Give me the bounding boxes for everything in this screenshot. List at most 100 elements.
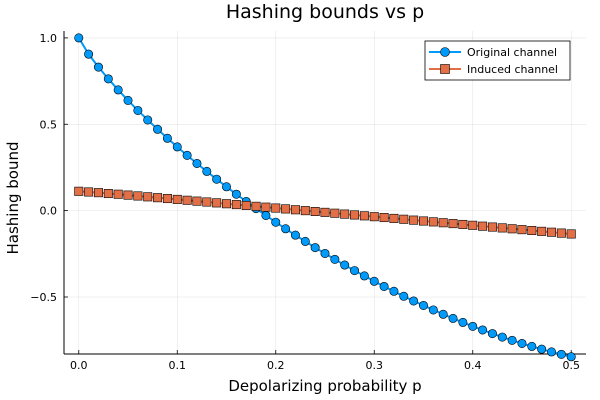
data-point xyxy=(340,209,350,219)
data-point xyxy=(251,201,261,211)
data-point xyxy=(448,219,458,229)
legend: Original channel Induced channel xyxy=(424,40,571,81)
data-point xyxy=(182,195,192,205)
data-point xyxy=(162,133,172,143)
data-point xyxy=(389,213,399,223)
data-point xyxy=(448,313,458,323)
legend-marker-induced xyxy=(440,64,450,74)
data-point xyxy=(556,349,566,359)
data-point xyxy=(369,212,379,222)
grid xyxy=(64,31,586,354)
data-point xyxy=(458,219,468,229)
data-point xyxy=(330,208,340,218)
data-point xyxy=(290,205,300,215)
data-point xyxy=(428,305,438,315)
data-point xyxy=(409,296,419,306)
data-point xyxy=(497,332,507,342)
data-point xyxy=(359,211,369,221)
data-point xyxy=(162,194,172,204)
data-point xyxy=(468,321,478,331)
data-point xyxy=(133,105,143,115)
x-tick-label: 0.2 xyxy=(267,359,285,372)
data-point xyxy=(418,300,428,310)
data-point xyxy=(192,196,202,206)
data-point xyxy=(84,187,94,197)
data-point xyxy=(507,335,517,345)
data-point xyxy=(320,248,330,258)
data-point xyxy=(369,276,379,286)
data-point xyxy=(133,191,143,201)
data-point xyxy=(172,142,182,152)
data-point xyxy=(379,213,389,223)
data-point xyxy=(438,218,448,228)
data-point xyxy=(172,194,182,204)
data-point xyxy=(222,182,232,192)
data-point xyxy=(202,166,212,176)
data-point xyxy=(389,286,399,296)
data-point xyxy=(212,198,222,208)
data-point xyxy=(212,174,222,184)
data-point xyxy=(231,200,241,210)
data-point xyxy=(192,158,202,168)
data-point xyxy=(468,220,478,230)
data-point xyxy=(507,224,517,234)
data-point xyxy=(143,115,153,125)
data-point xyxy=(409,215,419,225)
data-point xyxy=(153,193,163,203)
data-point xyxy=(556,228,566,238)
data-point xyxy=(320,207,330,217)
data-point xyxy=(123,95,133,105)
y-tick-label: −0.5 xyxy=(30,291,57,304)
data-point xyxy=(300,206,310,216)
data-point xyxy=(222,199,232,209)
data-point xyxy=(261,202,271,212)
data-point xyxy=(74,33,84,43)
data-point xyxy=(340,260,350,270)
series-original xyxy=(74,33,576,362)
legend-label-original: Original channel xyxy=(467,46,557,59)
data-point xyxy=(527,226,537,236)
data-point xyxy=(330,254,340,264)
data-point xyxy=(547,227,557,237)
data-point xyxy=(143,192,153,202)
data-point xyxy=(487,222,497,232)
data-point xyxy=(281,224,291,234)
data-point xyxy=(428,217,438,227)
data-point xyxy=(547,347,557,357)
data-point xyxy=(537,226,547,236)
y-tick-label: 0.5 xyxy=(40,118,58,131)
data-point xyxy=(290,230,300,240)
chart-title: Hashing bounds vs p xyxy=(226,1,424,23)
data-point xyxy=(478,325,488,335)
data-point xyxy=(497,223,507,233)
data-point xyxy=(350,266,360,276)
axis-ticks: 0.0 0.1 0.2 0.3 0.4 0.5 −0.5 0.0 0.5 1.0 xyxy=(30,32,580,372)
data-point xyxy=(359,271,369,281)
data-point xyxy=(93,188,103,198)
data-point xyxy=(517,338,527,348)
data-point xyxy=(438,309,448,319)
data-point xyxy=(350,210,360,220)
data-point xyxy=(310,207,320,217)
x-tick-label: 0.3 xyxy=(365,359,383,372)
x-tick-label: 0.5 xyxy=(562,359,580,372)
data-point xyxy=(103,74,113,84)
data-point xyxy=(202,197,212,207)
data-point xyxy=(418,216,428,226)
data-point xyxy=(566,352,576,362)
data-point xyxy=(399,291,409,301)
data-point xyxy=(84,49,94,59)
plot-frame xyxy=(63,31,586,355)
data-point xyxy=(241,200,251,210)
data-point xyxy=(310,243,320,253)
data-point xyxy=(517,225,527,235)
x-axis-label: Depolarizing probability p xyxy=(228,377,421,395)
y-tick-label: 0.0 xyxy=(40,205,58,218)
data-point xyxy=(399,214,409,224)
data-point xyxy=(231,189,241,199)
data-point xyxy=(379,281,389,291)
data-point xyxy=(527,341,537,351)
data-point xyxy=(478,221,488,231)
data-point xyxy=(93,62,103,72)
